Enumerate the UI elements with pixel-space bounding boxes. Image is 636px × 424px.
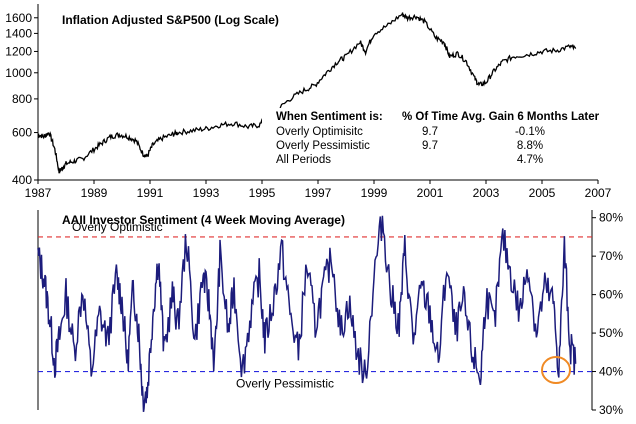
top-y-tick-label: 1600 xyxy=(5,11,32,25)
top-x-tick-label: 1999 xyxy=(361,186,388,200)
top-y-tick-label: 1200 xyxy=(5,44,32,58)
table-cell: 9.7 xyxy=(422,140,438,152)
top-x-tick-label: 2003 xyxy=(473,186,500,200)
sentiment-series-line xyxy=(37,215,577,413)
threshold-label: Overly Optimistic xyxy=(72,220,163,234)
sp500-series-line xyxy=(37,12,577,174)
sentiment-table: When Sentiment is: % Of Time Avg. Gain 6 M… xyxy=(276,111,600,166)
table-cell: -0.1% xyxy=(515,126,545,138)
top-y-tick-label: 400 xyxy=(12,173,32,187)
top-x-tick-label: 2005 xyxy=(529,186,556,200)
table-cell: 9.7 xyxy=(422,126,438,138)
table-cell: Overly Optimisitc xyxy=(276,126,363,138)
table-header: Avg. Gain 6 Months Later xyxy=(461,111,600,123)
table-header: % Of Time xyxy=(402,111,458,123)
table-cell: 8.8% xyxy=(517,140,543,152)
top-x-tick-label: 1991 xyxy=(137,186,164,200)
top-x-tick-label: 2001 xyxy=(417,186,444,200)
top-x-tick-label: 2007 xyxy=(585,186,612,200)
bottom-y-tick-label: 80% xyxy=(599,211,623,225)
sentiment-table-bg xyxy=(262,108,602,168)
top-x-tick-label: 1997 xyxy=(305,186,332,200)
table-cell: 4.7% xyxy=(517,154,543,166)
bottom-y-tick-label: 40% xyxy=(599,365,623,379)
top-x-tick-label: 1993 xyxy=(193,186,220,200)
highlight-circle xyxy=(541,356,571,384)
top-x-tick-label: 1995 xyxy=(249,186,276,200)
bottom-y-tick-label: 50% xyxy=(599,326,623,340)
top-y-tick-label: 1400 xyxy=(5,26,32,40)
bottom-chart-title: AAII Investor Sentiment (4 Week Moving A… xyxy=(62,213,345,227)
table-header: When Sentiment is: xyxy=(276,111,383,123)
top-chart-title: Inflation Adjusted S&P500 (Log Scale) xyxy=(62,13,279,27)
bottom-y-tick-label: 70% xyxy=(599,249,623,263)
table-cell: Overly Pessimistic xyxy=(276,140,370,152)
top-y-tick-label: 800 xyxy=(12,92,32,106)
bottom-y-tick-label: 60% xyxy=(599,288,623,302)
bottom-y-tick-label: 30% xyxy=(599,403,623,417)
top-x-tick-label: 1987 xyxy=(25,186,52,200)
top-y-tick-label: 1000 xyxy=(5,66,32,80)
top-y-tick-label: 600 xyxy=(12,126,32,140)
table-cell: All Periods xyxy=(276,154,331,166)
threshold-label: Overly Pessimistic xyxy=(236,377,334,391)
top-x-tick-label: 1989 xyxy=(81,186,108,200)
